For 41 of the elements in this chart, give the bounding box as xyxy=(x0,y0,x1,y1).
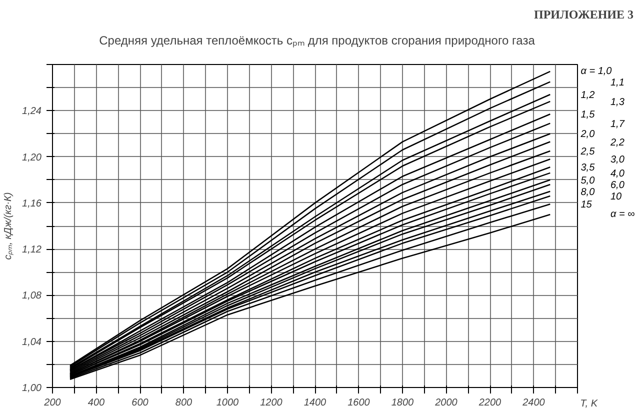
x-tick-label: 200 xyxy=(43,398,62,408)
text: 4,0 xyxy=(610,168,625,180)
y-tick-label: 1,00 xyxy=(22,383,42,394)
y-tick-label: 1,08 xyxy=(22,290,42,302)
text: 2,0 xyxy=(580,129,596,140)
text: 8,0 xyxy=(580,186,596,198)
x-tick-label: 2000 xyxy=(434,398,458,408)
x-axis-title: T, K xyxy=(580,398,599,410)
text: 2,2 xyxy=(610,137,625,148)
text: ПРИЛОЖЕНИЕ 3 xyxy=(534,8,634,22)
x-tick-label: 2200 xyxy=(478,398,502,408)
text: 5,0 xyxy=(580,175,596,186)
x-tick-label: 400 xyxy=(88,398,106,408)
x-tick-label: 1000 xyxy=(216,398,240,408)
x-tick-label: 2400 xyxy=(522,398,546,408)
y-tick-label: 1,20 xyxy=(22,152,42,164)
y-tick-label: 1,24 xyxy=(22,106,42,118)
text: 3,0 xyxy=(610,154,625,166)
x-tick-label: 800 xyxy=(175,398,193,408)
text: 10 xyxy=(610,192,622,203)
y-tick-label: 1,04 xyxy=(22,336,42,348)
chart-title: Средняя удельная теплоёмкость cₚₘ для продуктов сгорания природного газа xyxy=(99,34,536,48)
x-tick-label: 1200 xyxy=(260,398,283,408)
text: α = 1,0 xyxy=(580,66,612,77)
x-tick-label: 1800 xyxy=(391,398,414,408)
text: α = ∞ xyxy=(610,208,635,220)
y-tick-label: 1,16 xyxy=(22,198,42,210)
y-tick-label: 1,12 xyxy=(22,244,42,256)
text: 1,1 xyxy=(610,77,624,88)
x-tick-label: 1600 xyxy=(348,398,370,408)
text: 1,7 xyxy=(610,118,625,130)
text: 1,3 xyxy=(610,96,625,108)
text: 1,5 xyxy=(580,110,596,121)
x-tick-label: 600 xyxy=(132,398,149,408)
x-tick-label: 1400 xyxy=(304,398,327,408)
text: 3,5 xyxy=(580,162,596,174)
text: 1,2 xyxy=(580,90,596,101)
y-axis-title: cₚₘ, кДж/(кг·К) xyxy=(3,192,14,260)
text: 2,5 xyxy=(580,146,596,158)
text: 6,0 xyxy=(610,180,625,191)
text: 15 xyxy=(580,200,592,211)
